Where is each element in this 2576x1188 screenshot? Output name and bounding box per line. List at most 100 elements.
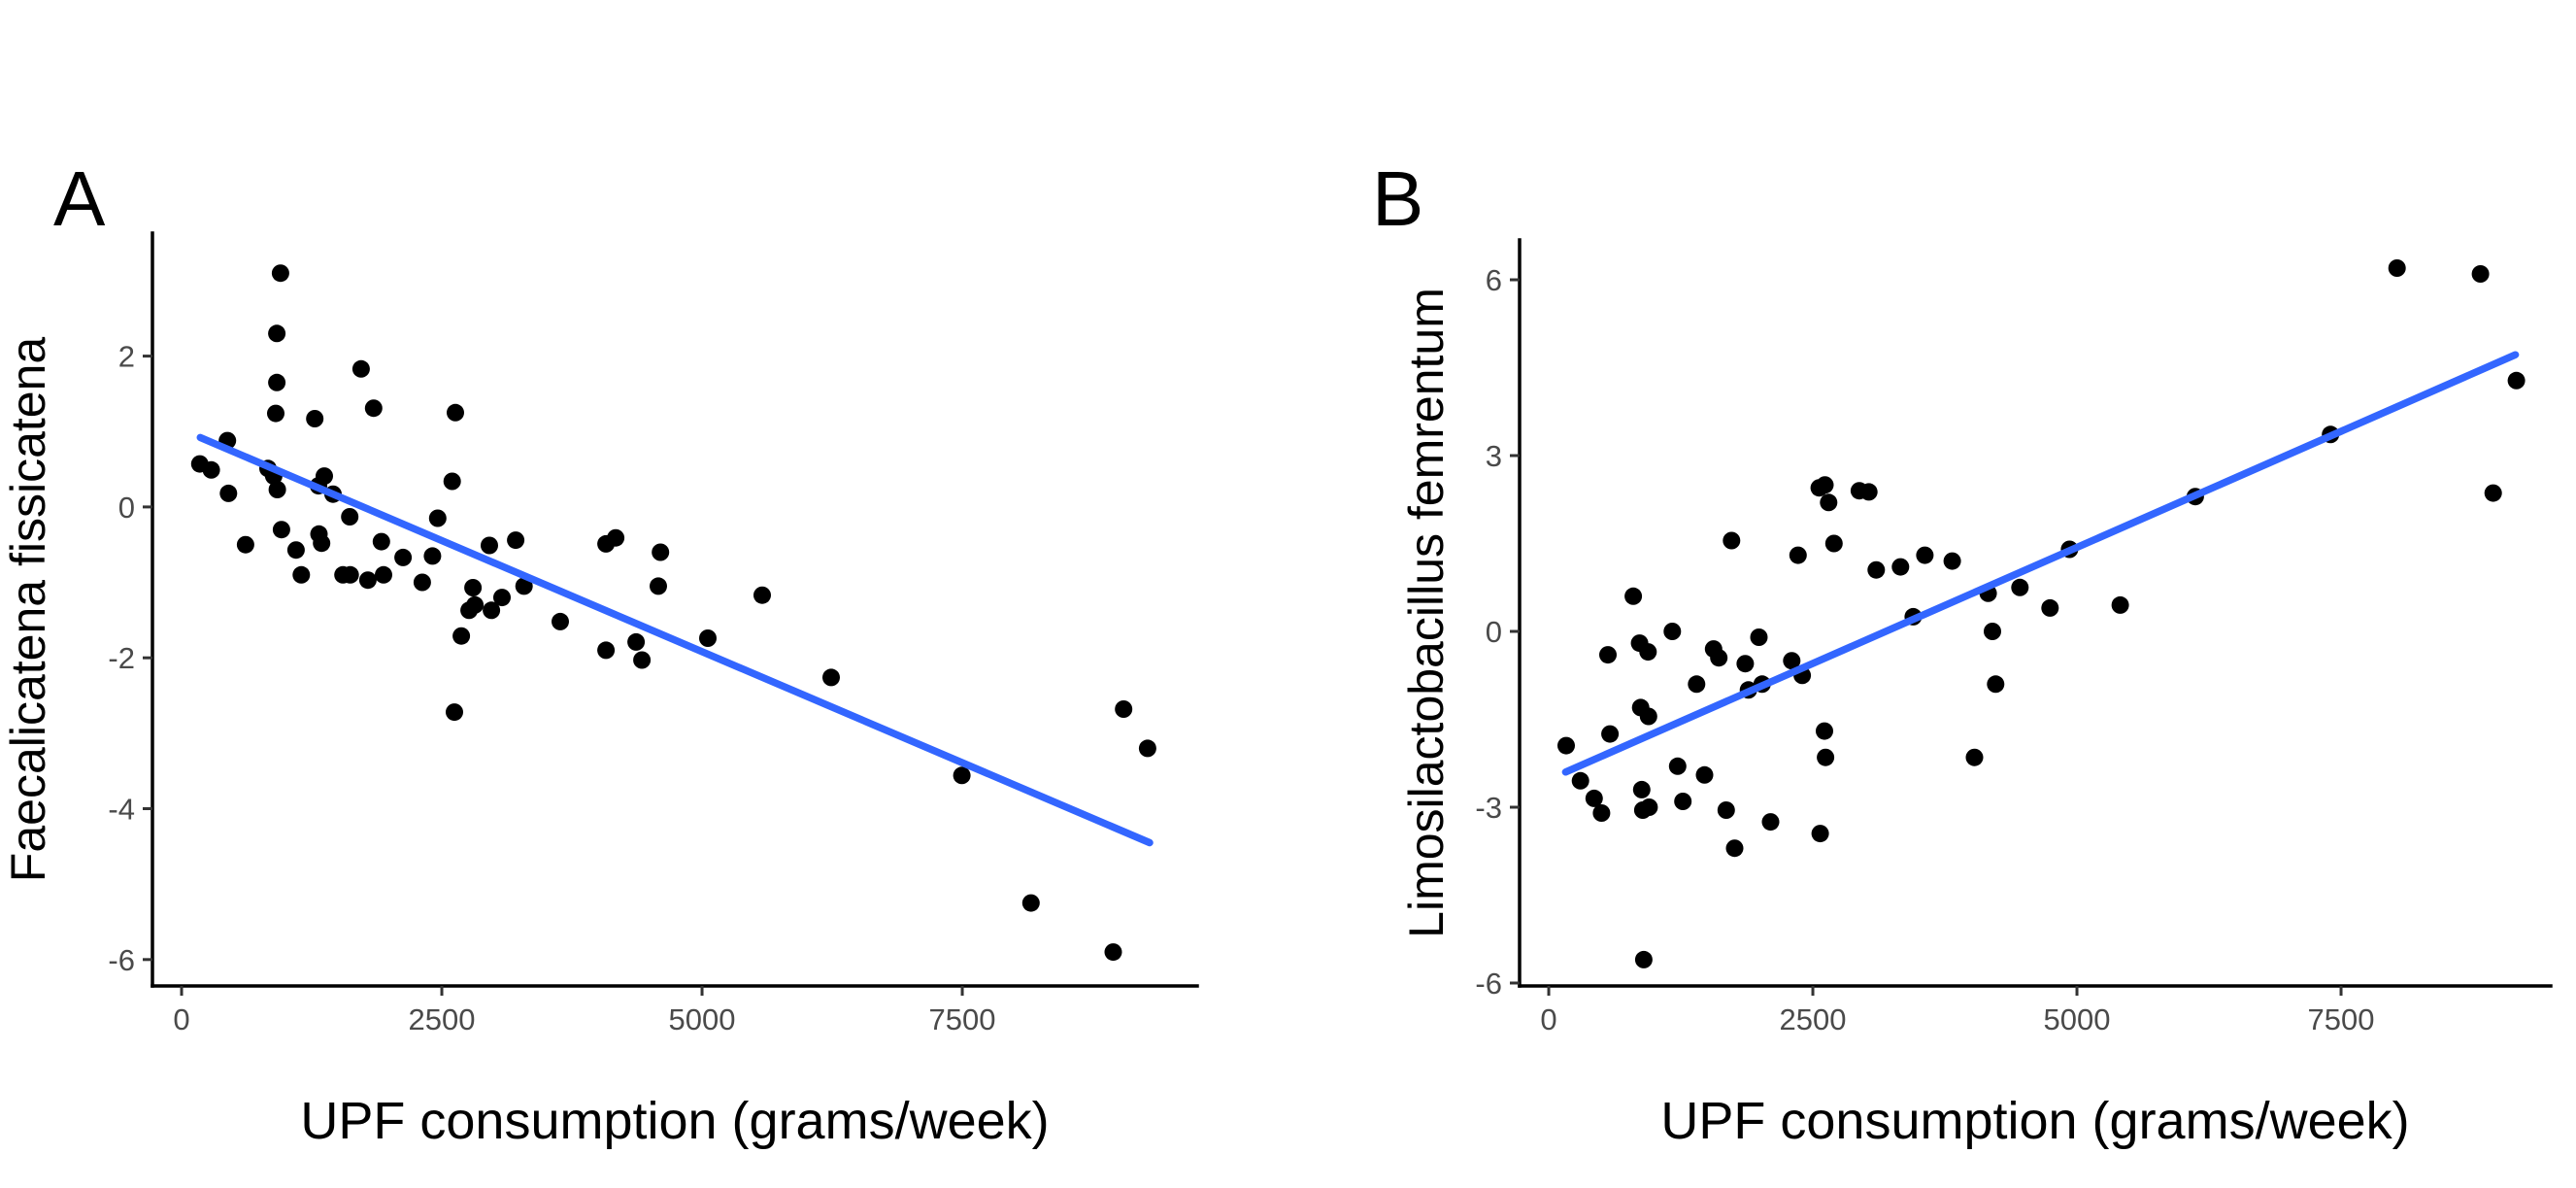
data-point [2041,598,2059,617]
data-point [1816,476,1834,494]
data-point [1789,546,1807,564]
data-point [1820,493,1838,512]
data-point [1592,804,1611,822]
data-point [268,324,286,343]
y-tick-label: 0 [118,491,135,525]
y-tick-label: -3 [1475,791,1502,825]
x-tick-label: 0 [1540,1002,1556,1036]
y-tick-label: -6 [108,943,135,977]
x-axis-title: UPF consumption (grams/week) [300,1092,1049,1150]
data-point [1817,748,1835,766]
data-point [493,589,511,607]
panel-b: 0 2500 5000 7500 6 3 0 -3 -6 UPF consumption (gra… [1372,155,2553,1150]
data-point [428,509,447,527]
data-point [1663,623,1682,640]
data-point [1987,675,2005,694]
data-point [358,571,377,590]
data-point [515,577,533,595]
data-point [483,601,501,620]
data-point [286,541,305,560]
data-point [443,472,461,491]
data-point [1688,675,1706,694]
data-point [447,403,464,422]
data-point [481,536,498,555]
x-axis-title: UPF consumption (grams/week) [1660,1092,2409,1150]
data-point [2471,265,2490,283]
data-point [267,404,284,423]
y-tick-label: 0 [1486,615,1502,649]
data-point [1104,943,1122,962]
data-point [2388,259,2406,277]
data-point [822,668,840,687]
data-point [1138,739,1156,758]
data-point [446,703,463,722]
data-point [1557,736,1575,755]
y-tick-label: 6 [1486,263,1502,297]
data-point [507,531,525,550]
data-point [627,632,646,651]
data-point [1736,655,1755,673]
data-point [268,481,286,498]
data-point [2111,595,2129,614]
data-point [1585,789,1603,807]
x-tick-label: 7500 [2308,1002,2375,1036]
data-point [1639,707,1657,726]
data-point [394,548,413,566]
data-point [699,629,717,647]
data-point [1021,894,1040,912]
data-point [650,577,667,595]
data-point [316,467,333,486]
data-point [633,651,652,669]
data-point [236,535,254,554]
data-point [292,565,311,584]
data-point [202,460,220,479]
x-tick-label: 0 [173,1002,189,1036]
x-tick-label: 5000 [2044,1002,2111,1036]
data-point [1824,534,1843,553]
data-point [271,264,289,283]
data-point [313,534,331,553]
data-point [364,399,383,418]
data-point [1115,700,1133,718]
data-point [1668,757,1687,775]
data-point [753,586,771,604]
x-tick-label: 7500 [929,1002,996,1036]
data-point [272,521,290,539]
data-point [1965,748,1984,766]
data-point [1984,623,2001,640]
data-point [1891,558,1910,576]
data-point [375,565,392,584]
data-point [1725,839,1744,858]
trend-line [196,433,1154,847]
data-point [1783,652,1801,670]
data-point [1916,546,1934,564]
data-point [341,565,359,584]
data-point [1695,765,1714,784]
data-point [413,573,431,592]
data-point [2011,578,2029,596]
data-point [607,528,625,547]
data-point [1601,725,1620,743]
data-point [1634,950,1653,968]
data-point [1867,560,1886,579]
data-point [2507,371,2526,390]
y-tick-label: 3 [1486,439,1502,473]
data-point [1632,780,1651,798]
x-tick-label: 5000 [669,1002,736,1036]
data-point [219,484,238,502]
data-point [1639,643,1657,662]
x-tick-label: 2500 [1780,1002,1847,1036]
y-tick-label: -2 [108,641,135,675]
data-point [953,766,971,785]
panel-tag-a: A [53,155,106,242]
data-point [464,579,483,596]
data-point [2484,484,2502,502]
data-point [351,359,370,378]
scatter-points-a [190,264,1156,962]
data-point [466,595,485,614]
x-tick-label: 2500 [409,1002,476,1036]
data-point [1761,813,1780,832]
data-point [552,612,569,630]
data-point [1859,483,1878,501]
